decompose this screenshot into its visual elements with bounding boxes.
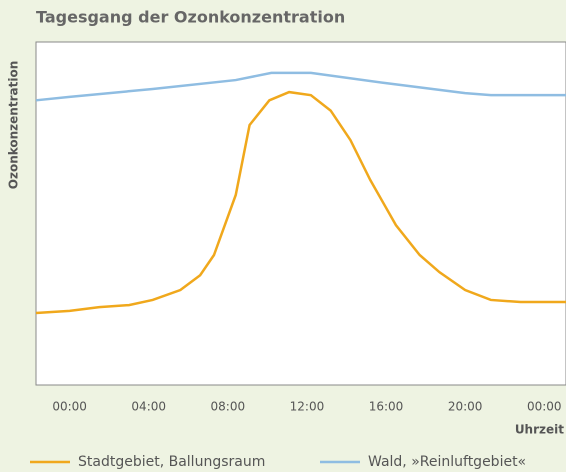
x-axis-label: Uhrzeit — [515, 423, 564, 437]
x-tick-label: 00:00 — [527, 400, 562, 414]
plot-area — [35, 41, 566, 386]
x-tick-label: 12:00 — [290, 400, 325, 414]
x-tick-label: 16:00 — [369, 400, 404, 414]
legend-label: Wald, »Reinluftgebiet« — [368, 454, 526, 470]
line-series — [35, 90, 566, 315]
y-axis-label: Ozonkonzentration — [7, 61, 21, 189]
x-tick-label: 20:00 — [448, 400, 483, 414]
legend-label: Stadtgebiet, Ballungsraum — [78, 454, 265, 470]
x-tick-label: 04:00 — [131, 400, 166, 414]
line-series — [35, 71, 566, 102]
chart-title: Tagesgang der Ozonkonzentration — [36, 8, 345, 27]
x-tick-label: 00:00 — [52, 400, 87, 414]
x-tick-label: 08:00 — [211, 400, 246, 414]
